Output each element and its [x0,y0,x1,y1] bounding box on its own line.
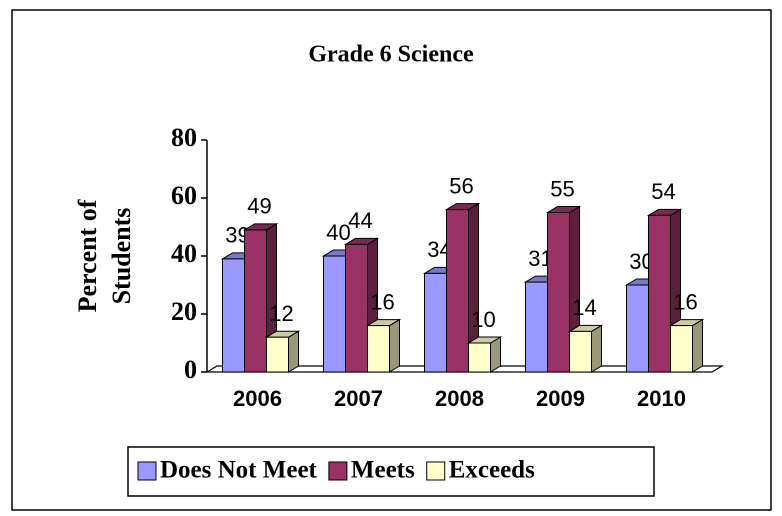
x-tick-label: 2008 [435,386,484,411]
bar-front [569,330,592,373]
legend-label: Does Not Meet [160,457,318,484]
data-label: 44 [348,208,372,233]
y-tick-label: 20 [171,297,197,326]
x-tick-label: 2009 [536,386,585,411]
y-tick-label: 40 [171,239,197,268]
bar-front [648,214,671,373]
x-tick-label: 2007 [334,386,383,411]
legend-swatch [426,461,446,481]
data-label: 55 [550,176,574,201]
data-label: 49 [247,194,271,219]
y-axis-title-line: Students [107,208,136,305]
legend-label: Meets [351,457,415,484]
y-tick-label: 60 [171,181,197,210]
data-label: 10 [471,307,495,332]
bar [466,336,503,373]
bar-front [424,272,447,373]
y-tick-label: 80 [171,123,197,152]
bar [567,324,604,373]
data-label: 12 [269,301,293,326]
data-label: 54 [651,179,675,204]
bar-front [244,229,267,373]
bar-front [323,255,346,373]
bar-front [367,325,390,373]
bar-front [670,325,693,373]
bar-front [266,336,289,373]
legend-label: Exceeds [449,457,535,484]
bar [365,318,402,373]
data-label: 40 [326,220,350,245]
bar-front [626,284,649,373]
bar-side [288,330,299,373]
legend-swatch [137,461,157,481]
bar-side [389,318,400,373]
data-label: 16 [370,289,394,314]
chart-title: Grade 6 Science [308,42,474,68]
data-label: 16 [673,289,697,314]
legend-box [127,446,655,497]
x-tick-label: 2010 [637,386,686,411]
bar-front [446,209,469,373]
data-label: 14 [572,295,596,320]
bar-front [468,342,491,373]
y-axis-title: Percent of Students [73,199,136,312]
bar [668,318,705,373]
bar-front [345,243,368,373]
bar [264,330,301,373]
bar-front [547,212,570,373]
y-tick-label: 0 [184,355,197,384]
bar-side [591,324,602,373]
bar-front [525,281,548,373]
bar-front [222,258,245,373]
bar-side [692,318,703,373]
chart-border [11,9,772,511]
y-axis-title-line: Percent of [73,199,102,312]
legend-swatch [328,461,348,481]
bar [444,202,481,373]
data-label: 56 [449,173,473,198]
x-tick-label: 2006 [233,386,282,411]
